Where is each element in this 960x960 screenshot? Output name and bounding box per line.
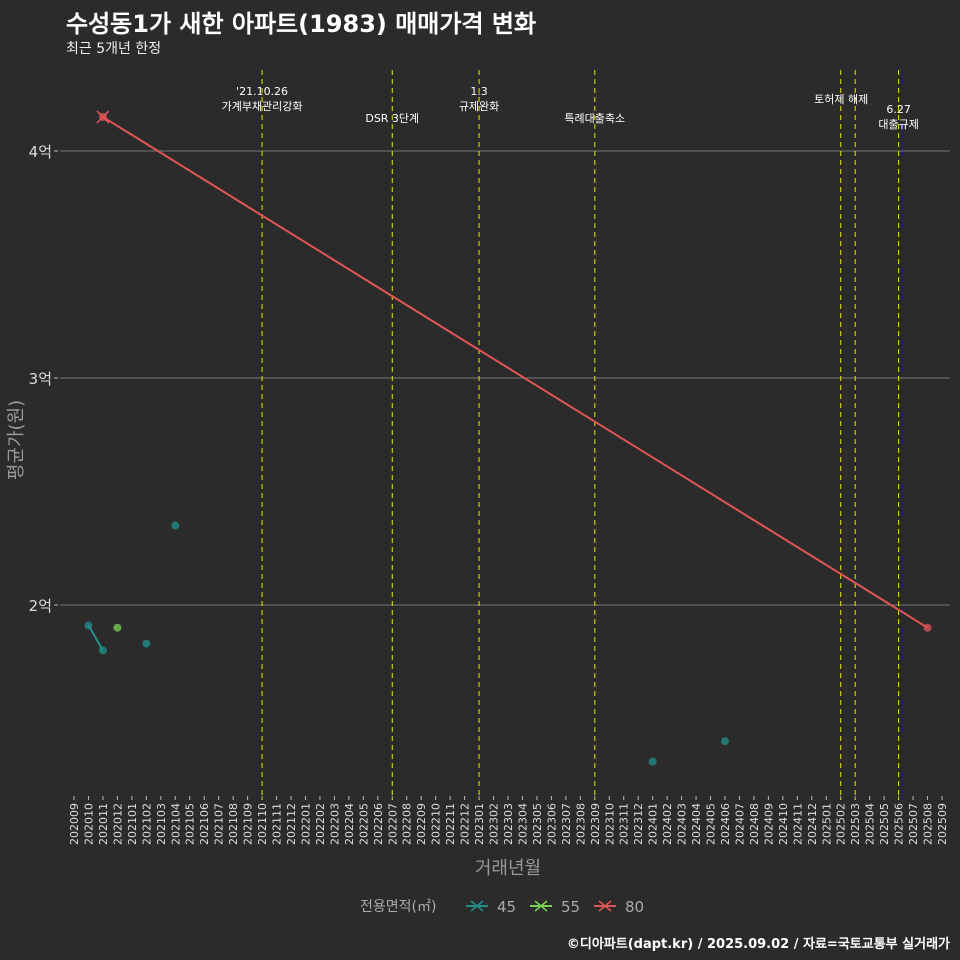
event-label: '21.10.26 [236, 85, 288, 98]
x-tick-label: 202412 [806, 803, 819, 845]
x-tick-label: 202312 [632, 803, 645, 845]
x-tick-label: 202401 [647, 803, 660, 845]
x-tick-label: 202402 [661, 803, 674, 845]
x-tick-label: 202101 [126, 803, 139, 845]
x-tick-label: 202111 [271, 803, 284, 845]
data-point-45 [171, 521, 180, 530]
event-label: 규제완화 [459, 100, 499, 113]
x-tick-label: 202305 [531, 803, 544, 845]
x-tick-label: 202405 [705, 803, 718, 845]
x-tick-label: 202104 [169, 803, 182, 845]
x-tick-label: 202411 [791, 803, 804, 845]
x-tick-label: 202404 [690, 803, 703, 845]
series-line-45 [87, 624, 104, 651]
data-point-55 [113, 623, 122, 632]
x-tick-label: 202406 [719, 803, 732, 845]
x-tick-label: 202208 [401, 803, 414, 845]
data-point-80 [923, 623, 932, 632]
event-label: 토허제 해제 [814, 92, 868, 106]
x-tick-label: 202110 [256, 803, 269, 845]
chart-caption: ©디아파트(dapt.kr) / 2025.09.02 / 자료=국토교통부 실… [566, 937, 950, 952]
x-tick-label: 202307 [560, 803, 573, 845]
x-tick-label: 202309 [589, 803, 602, 845]
x-tick-label: 202203 [328, 803, 341, 845]
legend-title: 전용면적(㎡) [360, 899, 436, 915]
x-tick-label: 202204 [343, 803, 356, 845]
x-tick-label: 202301 [473, 803, 486, 845]
x-tick-label: 202108 [227, 803, 240, 845]
data-point-45 [721, 737, 729, 746]
x-tick-label: 202310 [603, 803, 616, 845]
x-axis-title: 거래년월 [475, 858, 541, 879]
x-tick-label: 202306 [545, 803, 558, 845]
x-tick-label: 202505 [878, 803, 891, 845]
x-tick-label: 202308 [574, 803, 587, 845]
legend-label: 45 [497, 898, 516, 916]
x-tick-label: 202206 [372, 803, 385, 845]
x-tick-label: 202507 [907, 803, 920, 845]
x-tick-label: 202009 [68, 803, 81, 845]
x-tick-label: 202212 [459, 803, 472, 845]
x-tick-label: 202010 [82, 803, 95, 845]
data-point-45 [84, 621, 93, 630]
x-tick-label: 202409 [762, 803, 775, 845]
legend-label: 55 [561, 898, 580, 916]
data-point-45 [648, 757, 657, 766]
event-label: 가계부채관리강화 [222, 100, 303, 113]
x-tick-label: 202302 [488, 803, 501, 845]
y-tick-label: 3억 [29, 370, 52, 388]
x-tick-label: 202105 [184, 803, 197, 845]
x-tick-label: 202112 [285, 803, 298, 845]
y-tick-label: 4억 [29, 143, 52, 161]
x-tick-label: 202304 [516, 803, 529, 845]
x-tick-label: 202202 [314, 803, 327, 845]
event-label: 대출규제 [878, 118, 918, 131]
legend-key-cross [470, 900, 484, 912]
event-label: 6.27 [886, 103, 911, 116]
x-tick-label: 202508 [922, 803, 935, 845]
data-point-45 [98, 646, 107, 655]
x-tick-label: 202501 [820, 803, 833, 845]
legend-label: 80 [625, 898, 644, 916]
x-tick-label: 202205 [357, 803, 370, 845]
x-tick-label: 202410 [777, 803, 790, 845]
y-tick-label: 2억 [29, 597, 52, 615]
x-tick-label: 202303 [502, 803, 515, 845]
x-tick-label: 202107 [213, 803, 226, 845]
x-tick-label: 202011 [97, 803, 110, 845]
x-tick-label: 202207 [386, 803, 399, 845]
legend-key-cross [534, 900, 548, 912]
x-tick-label: 202502 [835, 803, 848, 845]
series-line-80 [102, 116, 929, 629]
x-tick-label: 202201 [299, 803, 312, 845]
x-tick-label: 202408 [748, 803, 761, 845]
x-tick-label: 202106 [198, 803, 211, 845]
event-label: 특례대출축소 [564, 112, 625, 125]
x-tick-label: 202506 [893, 803, 906, 845]
y-axis-title: 평균가(원) [6, 400, 27, 480]
x-tick-label: 202503 [849, 803, 862, 845]
x-tick-label: 202012 [111, 803, 124, 845]
legend-key-cross [598, 900, 612, 912]
x-tick-label: 202109 [242, 803, 255, 845]
x-tick-label: 202102 [140, 803, 153, 845]
x-tick-label: 202504 [864, 803, 877, 845]
chart-subtitle: 최근 5개년 한정 [66, 41, 162, 57]
x-tick-label: 202103 [155, 803, 168, 845]
x-tick-label: 202403 [676, 803, 689, 845]
x-tick-label: 202311 [618, 803, 631, 845]
chart-title: 수성동1가 새한 아파트(1983) 매매가격 변화 [66, 10, 537, 38]
event-label: DSR 3단계 [365, 112, 419, 125]
x-tick-label: 202211 [444, 803, 457, 845]
x-tick-label: 202509 [936, 803, 949, 845]
x-tick-label: 202210 [430, 803, 443, 845]
cross-marker [96, 110, 110, 124]
event-label: 1.3 [470, 85, 488, 98]
data-point-45 [142, 639, 151, 648]
x-tick-label: 202209 [415, 803, 428, 845]
x-tick-label: 202407 [733, 803, 746, 845]
